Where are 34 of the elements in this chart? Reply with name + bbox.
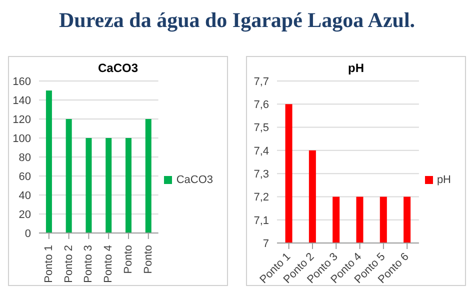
x-tick-label: Ponto [142,245,154,274]
y-tick-label: 7,5 [254,122,269,134]
bar [145,119,152,233]
y-tick-label: 60 [18,170,31,183]
x-tick-label: Ponto [122,245,134,274]
y-tick-label: 80 [18,152,31,164]
y-tick-label: 7 [262,238,269,250]
y-tick-label: 7,1 [254,214,269,227]
y-tick-label: 7,4 [254,145,269,158]
chart-title: pH [347,61,365,75]
x-tick-label: Ponto 3 [82,245,95,283]
y-tick-label: 20 [18,208,31,221]
bar [126,138,132,233]
y-tick-label: 40 [18,190,31,202]
y-tick-label: 7,7 [254,76,269,88]
legend-label: CaCO3 [176,174,213,186]
y-tick-label: 160 [12,76,31,88]
text: Dureza da água do Igarapé Lagoa Azul. [58,8,416,34]
bar [106,138,112,233]
y-tick-label: 7,6 [254,99,269,112]
x-tick-label: Ponto 4 [102,245,115,283]
y-tick-label: 120 [12,114,31,126]
x-tick-label: Ponto 1 [42,245,55,283]
y-tick-label: 140 [12,94,31,107]
y-tick-label: 0 [24,228,31,240]
y-tick-label: 7,2 [254,192,269,204]
x-tick-label: Ponto 2 [62,245,75,283]
bar [46,90,52,233]
y-tick-label: 7,3 [254,168,269,180]
legend-label: pH [436,174,451,186]
y-tick-label: 100 [12,132,31,145]
bar [86,138,92,233]
chart-title: CaCO3 [96,61,139,75]
bar [66,119,72,233]
